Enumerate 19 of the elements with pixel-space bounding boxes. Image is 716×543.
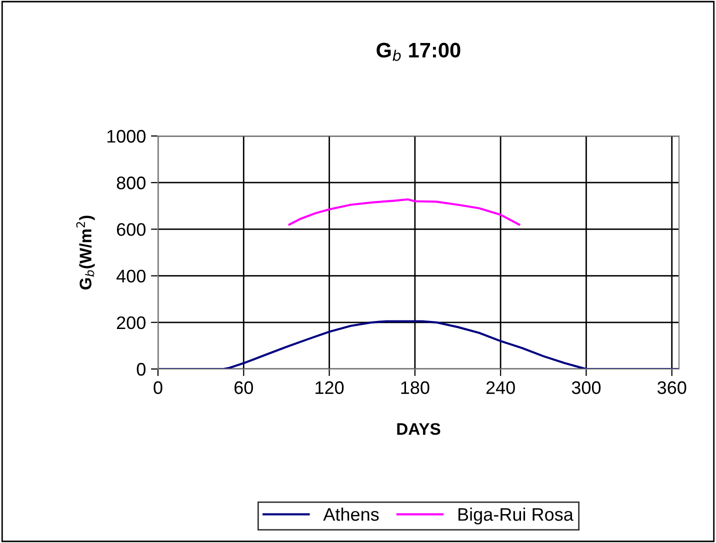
y-tick-label: 0 [136, 362, 146, 376]
line-series [288, 198, 520, 226]
x-tick-label: 120 [316, 381, 344, 394]
x-axis-title: DAYS [397, 423, 440, 435]
x-tick-label: 360 [657, 381, 686, 394]
y-tick-label: 800 [116, 176, 146, 190]
x-tick-label: 300 [572, 381, 601, 394]
x-tick-label: 0 [154, 381, 162, 394]
y-tick-label: 1000 [107, 130, 146, 143]
y-tick-label: 600 [116, 223, 146, 236]
chart-title: G$_{b}$ 17:00 [376, 42, 460, 61]
legend-label: Athens [323, 508, 379, 521]
y-tick-label: 400 [116, 270, 146, 283]
y-axis-title: G$_{b}$(W/m$^{2}$) [76, 216, 95, 290]
x-tick-label: 180 [401, 381, 430, 394]
x-tick-label: 60 [234, 381, 253, 394]
y-tick-label: 200 [116, 316, 146, 330]
legend-label: Biga-Rui Rosa [458, 508, 574, 524]
x-tick-label: 240 [486, 381, 515, 394]
